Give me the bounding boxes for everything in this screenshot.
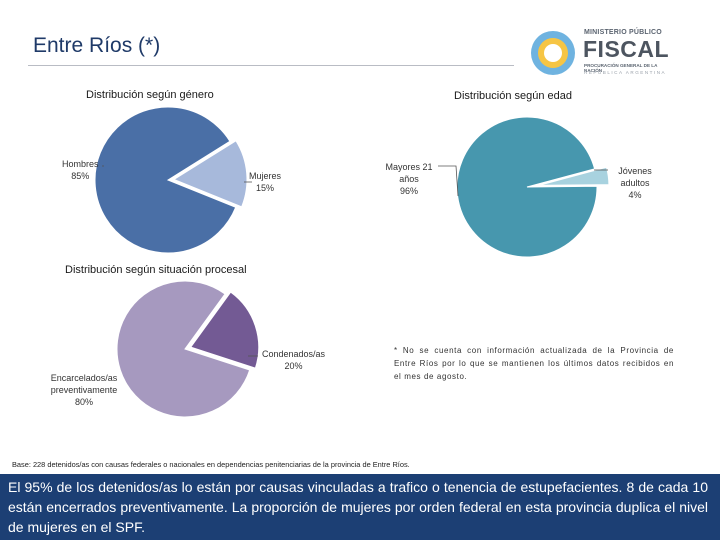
title-divider [28,65,514,66]
sun-emblem-icon [531,31,575,75]
label-condenados-name: Condenados/as [262,349,326,359]
leader-mayores [438,165,459,197]
label-mayores: Mayores 21 años 96% [380,161,438,197]
label-hombres-name: Hombres [62,159,99,169]
chart-title-situacion: Distribución según situación procesal [65,264,247,276]
slice-condenados [189,291,260,369]
logo-line-procuracion: PROCURACIÓN GENERAL DE LA NACIÓN [584,63,658,73]
label-mujeres: Mujeres 15% [249,170,281,194]
footer-banner: El 95% de los detenidos/as lo están por … [0,474,720,540]
label-encarcelados: Encarcelados/as preventivamente 80% [44,372,124,408]
label-mayores-value: 96% [399,186,418,196]
label-condenados: Condenados/as 20% [262,348,325,372]
label-mayores-name: Mayores 21 años [385,162,433,184]
data-note: * No se cuenta con información actualiza… [394,346,674,381]
slice-encarcelados [116,280,251,418]
chart-title-genero: Distribución según género [86,89,214,101]
label-hombres: Hombres 85% [62,158,99,182]
ministerio-publico-fiscal-logo: MINISTERIO PÚBLICO FISCAL PROCURACIÓN GE… [528,24,670,80]
label-encarcelados-name: Encarcelados/as preventivamente [50,373,118,395]
footer-summary: El 95% de los detenidos/as lo están por … [8,479,708,535]
slice-jovenes [538,166,610,186]
base-note: Base: 228 detenidos/as con causas federa… [12,460,410,469]
slice-mujeres [172,140,248,208]
slice-hombres [94,106,237,254]
logo-line-republica: REPÚBLICA ARGENTINA [584,70,667,75]
label-mujeres-name: Mujeres [249,171,282,181]
label-mujeres-value: 15% [256,183,275,193]
label-jovenes-value: 4% [628,190,642,200]
page-title: Entre Ríos (*) [33,34,161,57]
label-jovenes: Jóvenes adultos 4% [612,165,658,201]
chart-title-edad: Distribución según edad [454,90,573,102]
logo-line-fiscal: FISCAL [583,36,670,62]
slice-mayores [456,116,598,258]
logo-line-ministerio: MINISTERIO PÚBLICO [584,29,662,36]
label-jovenes-name: Jóvenes adultos [618,166,652,188]
label-hombres-value: 85% [71,171,90,181]
label-condenados-value: 20% [284,361,303,371]
label-encarcelados-value: 80% [74,397,93,407]
